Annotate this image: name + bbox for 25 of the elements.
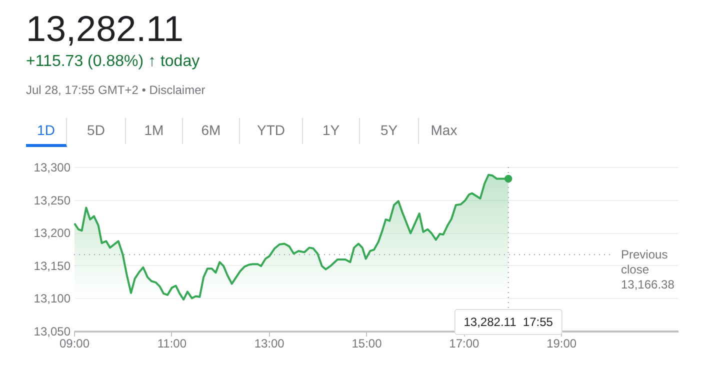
y-tick-label: 13,100	[34, 292, 71, 306]
text: 1M	[126, 118, 183, 144]
chart-subtitle: +115.73 (0.88%) ↑ today	[26, 53, 200, 71]
chart-title: 13,282.11	[26, 8, 184, 50]
y-tick-label: 13,150	[34, 258, 71, 273]
ref-line-label: Previous close 13,166.38	[621, 248, 675, 292]
text: Max	[430, 121, 458, 140]
x-tick-label: 09:00	[59, 336, 90, 350]
x-tick-label: 15:00	[352, 336, 382, 350]
y-tick-label: 13,050	[34, 324, 71, 338]
text: YTD	[240, 118, 303, 144]
text: 1D	[26, 118, 67, 147]
text: 5Y	[360, 118, 419, 144]
tooltip-box: 13,282.11 17:55	[454, 309, 562, 335]
x-tick-label: 11:00	[157, 336, 187, 350]
text: 5D	[67, 118, 126, 144]
x-tick-label: 19:00	[546, 336, 577, 350]
text: 6M	[183, 118, 240, 144]
x-tick-label: 17:00	[449, 336, 480, 350]
text: Jul 28, 17:55 GMT+2 • Disclaimer	[26, 83, 206, 97]
y-tick-label: 13,250	[34, 193, 71, 208]
y-tick-label: 13,300	[34, 160, 71, 174]
x-tick-label: 13:00	[254, 336, 285, 350]
text: 1Y	[303, 118, 360, 144]
y-tick-label: 13,200	[34, 226, 71, 240]
